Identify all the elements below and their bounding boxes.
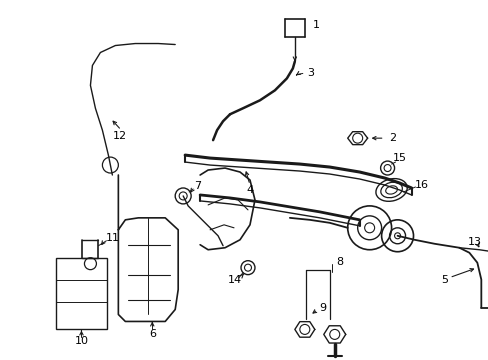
Text: 12: 12 bbox=[113, 131, 127, 141]
Text: 3: 3 bbox=[306, 68, 314, 78]
Text: 13: 13 bbox=[467, 237, 480, 247]
Bar bbox=[56, 258, 107, 329]
Text: 16: 16 bbox=[414, 180, 427, 190]
Text: 1: 1 bbox=[313, 19, 320, 30]
Text: 9: 9 bbox=[319, 302, 325, 312]
Text: 5: 5 bbox=[440, 275, 447, 285]
Text: 4: 4 bbox=[246, 185, 253, 195]
Text: 8: 8 bbox=[335, 257, 343, 267]
Text: 2: 2 bbox=[388, 133, 395, 143]
Text: 10: 10 bbox=[74, 336, 88, 346]
Text: 14: 14 bbox=[227, 275, 242, 285]
Text: 6: 6 bbox=[148, 329, 156, 339]
Text: 7: 7 bbox=[194, 181, 201, 191]
Text: 15: 15 bbox=[392, 153, 406, 163]
Text: 11: 11 bbox=[105, 233, 119, 243]
